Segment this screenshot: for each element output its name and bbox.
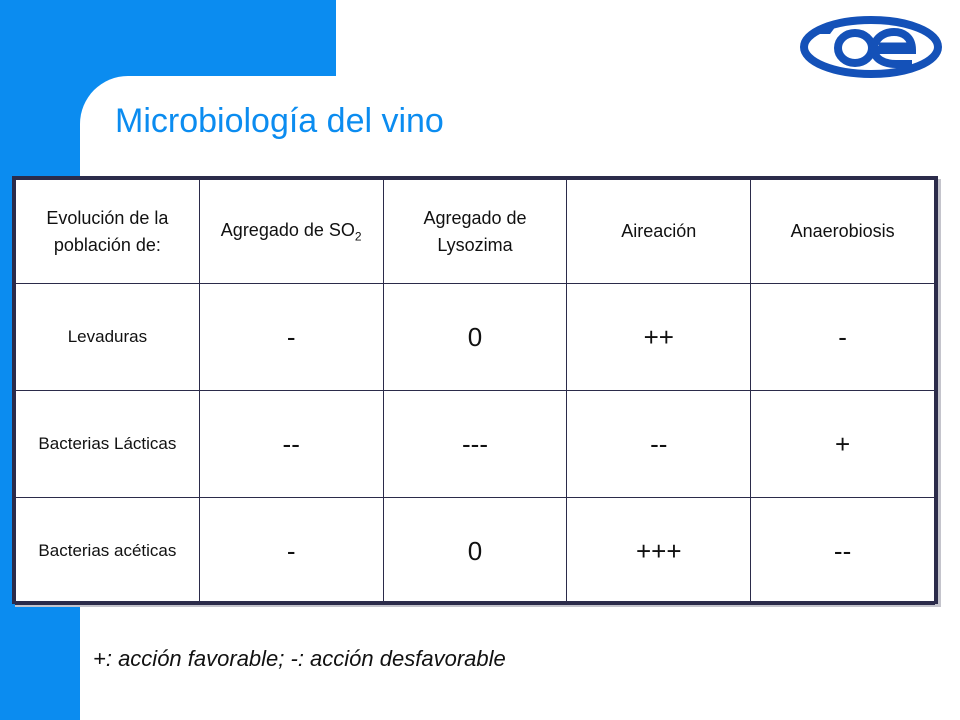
cell-anaerobiosis: --	[750, 497, 935, 605]
cell-anaerobiosis: +	[750, 390, 935, 498]
header-aireacion: Aireación	[566, 179, 752, 284]
header-lysozima: Agregado de Lysozima	[382, 179, 568, 284]
table-header-row: Evolución de la población de: Agregado d…	[15, 179, 935, 284]
row-label: Levaduras	[15, 283, 200, 391]
cell-lysozima: 0	[382, 497, 568, 605]
cell-aireacion: ++	[566, 283, 752, 391]
header-population: Evolución de la población de:	[15, 179, 200, 284]
row-label: Bacterias Lácticas	[15, 390, 200, 498]
cell-so2: --	[198, 390, 384, 498]
cell-lysozima: ---	[382, 390, 568, 498]
oe-logo	[800, 16, 942, 78]
table-row-bacterias-lacticas: Bacterias Lácticas -- --- -- +	[15, 390, 935, 498]
cell-so2: -	[198, 283, 384, 391]
table-row-levaduras: Levaduras - 0 ++ -	[15, 283, 935, 391]
header-anaerobiosis: Anaerobiosis	[750, 179, 935, 284]
page-title: Microbiología del vino	[115, 102, 444, 140]
cell-aireacion: +++	[566, 497, 752, 605]
cell-aireacion: --	[566, 390, 752, 498]
microbiology-table: Evolución de la población de: Agregado d…	[12, 176, 938, 605]
header-so2: Agregado de SO2	[198, 179, 384, 284]
table-row-bacterias-aceticas: Bacterias acéticas - 0 +++ --	[15, 497, 935, 605]
cell-lysozima: 0	[382, 283, 568, 391]
row-label: Bacterias acéticas	[15, 497, 200, 605]
cell-so2: -	[198, 497, 384, 605]
cell-anaerobiosis: -	[750, 283, 935, 391]
legend-footnote: +: acción favorable; -: acción desfavora…	[93, 646, 506, 671]
